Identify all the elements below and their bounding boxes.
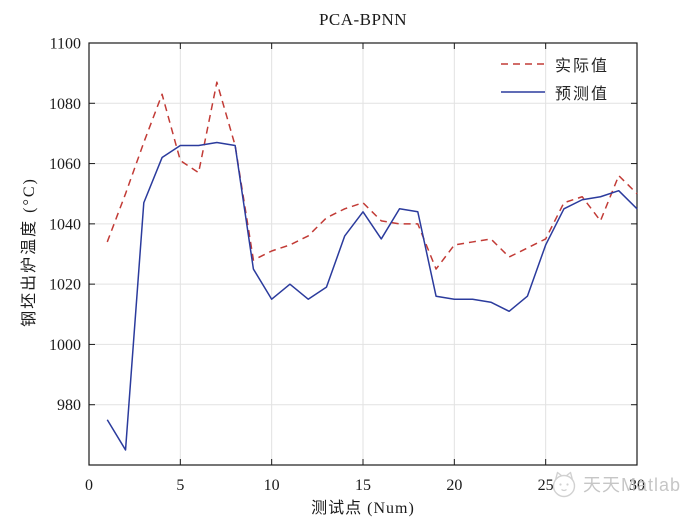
svg-text:15: 15	[355, 477, 371, 494]
legend: 实际值 预测值	[500, 52, 609, 104]
legend-item-predicted: 预测值	[500, 80, 609, 104]
chart-title: PCA-BPNN	[318, 10, 408, 29]
svg-text:1060: 1060	[49, 156, 81, 173]
svg-text:1080: 1080	[49, 96, 81, 113]
x-axis-label: 测试点 (Num)	[311, 500, 415, 517]
dashed-line-swatch-icon	[501, 63, 545, 65]
svg-text:25: 25	[538, 477, 554, 494]
svg-text:1020: 1020	[49, 277, 81, 294]
svg-text:1040: 1040	[49, 216, 81, 233]
svg-text:1100: 1100	[50, 36, 81, 53]
cat-logo-icon	[552, 471, 576, 498]
svg-text:1000: 1000	[49, 337, 81, 354]
svg-text:5: 5	[176, 477, 184, 494]
svg-text:10: 10	[264, 477, 280, 494]
svg-text:20: 20	[446, 477, 462, 494]
watermark: 天天Matlab	[550, 469, 681, 499]
svg-text:30: 30	[629, 477, 645, 494]
watermark-text: 天天Matlab	[583, 475, 682, 495]
svg-text:980: 980	[57, 397, 81, 414]
solid-line-swatch-icon	[501, 91, 545, 93]
legend-item-actual: 实际值	[500, 52, 609, 76]
svg-text:0: 0	[85, 477, 93, 494]
legend-label-predicted: 预测值	[555, 86, 610, 103]
legend-label-actual: 实际值	[555, 58, 610, 75]
